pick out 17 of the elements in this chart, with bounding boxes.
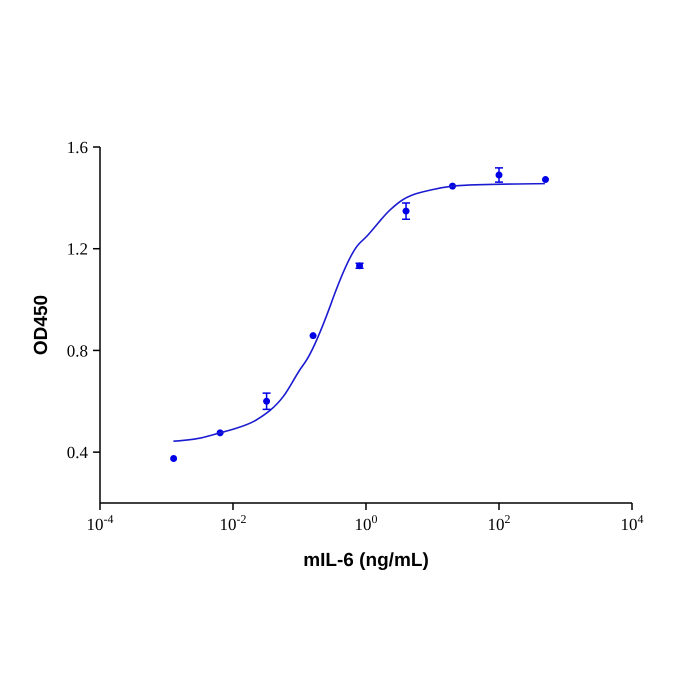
x-tick-label: 10$^{4}$ [620,512,644,534]
y-axis-title: OD450 [31,294,52,356]
y-tick-label: 1.2 [66,240,88,259]
x-tick-label: 10$^{-2}$ [220,512,247,534]
point [496,171,502,178]
point [542,176,549,184]
x-tick-label: 10$^{-4}$ [86,512,114,534]
x-tick-label: 10$^{2}$ [488,512,511,534]
x-axis-title: mIL-6 (ng/mL) [303,550,429,571]
point [263,398,270,405]
y-tick-label: 0.4 [66,443,88,462]
point [402,208,410,215]
y-tick-label: 1.6 [66,138,88,157]
point [310,332,317,340]
point [170,455,178,462]
x-tick-label: 10$^{0}$ [354,512,378,534]
y-tick-label: 0.8 [66,341,88,360]
